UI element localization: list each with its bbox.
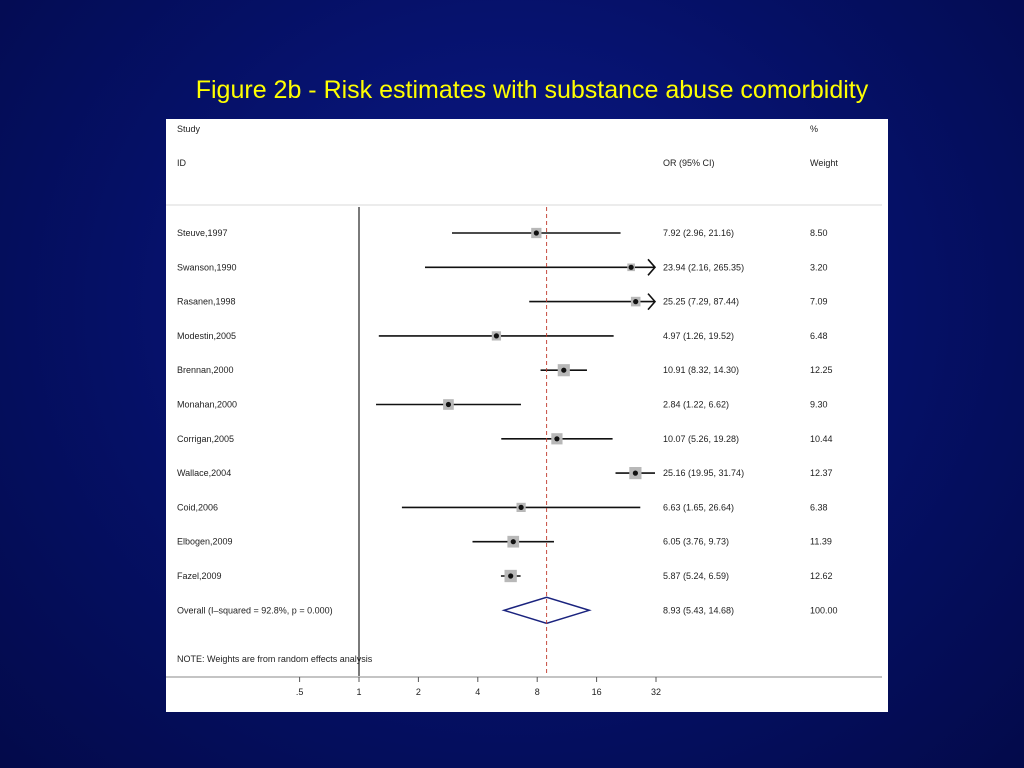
overall-or-ci-value: 8.93 (5.43, 14.68) [663, 605, 734, 615]
weight-value: 12.37 [810, 468, 833, 478]
forest-plot: Study ID OR (95% CI) % Weight Steuve,199… [166, 124, 882, 697]
point-estimate [633, 299, 639, 305]
or-ci-value: 7.92 (2.96, 21.16) [663, 228, 734, 238]
study-row: Steuve,1997 7.92 (2.96, 21.16) 8.50 [177, 227, 828, 239]
study-row: Corrigan,2005 10.07 (5.26, 19.28) 10.44 [177, 433, 833, 445]
point-estimate [508, 573, 514, 579]
header-id: ID [177, 158, 187, 168]
study-label: Monahan,2000 [177, 400, 237, 410]
or-ci-value: 10.91 (8.32, 14.30) [663, 365, 739, 375]
point-estimate [533, 230, 539, 236]
or-ci-value: 4.97 (1.26, 19.52) [663, 331, 734, 341]
study-label: Steuve,1997 [177, 228, 228, 238]
axis-tick-label: 8 [535, 687, 540, 697]
forest-plot-panel: Study ID OR (95% CI) % Weight Steuve,199… [166, 119, 888, 712]
study-row: Modestin,2005 4.97 (1.26, 19.52) 6.48 [177, 331, 828, 341]
axis-tick-label: .5 [296, 687, 304, 697]
axis-tick-label: 1 [356, 687, 361, 697]
overall-label: Overall (I–squared = 92.8%, p = 0.000) [177, 605, 333, 615]
or-ci-value: 25.25 (7.29, 87.44) [663, 297, 739, 307]
x-axis: .5 1 2 4 8 16 32 [166, 676, 882, 697]
study-row: Rasanen,1998 25.25 (7.29, 87.44) 7.09 [177, 293, 828, 311]
or-ci-value: 6.05 (3.76, 9.73) [663, 537, 729, 547]
point-estimate [518, 504, 524, 510]
or-ci-value: 5.87 (5.24, 6.59) [663, 571, 729, 581]
axis-tick-label: 32 [651, 687, 661, 697]
weight-value: 12.25 [810, 365, 833, 375]
study-row: Brennan,2000 10.91 (8.32, 14.30) 12.25 [177, 364, 833, 377]
study-label: Brennan,2000 [177, 365, 234, 375]
header-study: Study [177, 124, 201, 134]
point-estimate [493, 333, 500, 339]
study-label: Coid,2006 [177, 502, 218, 512]
slide-title: Figure 2b - Risk estimates with substanc… [195, 76, 869, 104]
overall-diamond [501, 596, 592, 625]
overall-weight-value: 100.00 [810, 605, 838, 615]
point-estimate [554, 436, 560, 442]
point-estimate [561, 367, 567, 373]
weight-value: 7.09 [810, 297, 828, 307]
study-row: Coid,2006 6.63 (1.65, 26.64) 6.38 [177, 502, 828, 512]
axis-tick-label: 2 [416, 687, 421, 697]
weight-value: 6.48 [810, 331, 828, 341]
overall-row: Overall (I–squared = 92.8%, p = 0.000) 8.… [177, 596, 838, 625]
or-ci-value: 25.16 (19.95, 31.74) [663, 468, 744, 478]
or-ci-value: 23.94 (2.16, 265.35) [663, 262, 744, 272]
study-label: Corrigan,2005 [177, 434, 234, 444]
weight-value: 12.62 [810, 571, 833, 581]
point-estimate [632, 470, 638, 476]
study-row: Swanson,1990 23.94 (2.16, 265.35) 3.20 [177, 258, 828, 276]
weights-note: NOTE: Weights are from random effects an… [177, 654, 373, 664]
header-or-ci: OR (95% CI) [663, 158, 715, 168]
study-label: Rasanen,1998 [177, 297, 236, 307]
header-weight-percent: % [810, 124, 818, 134]
weight-value: 6.38 [810, 502, 828, 512]
point-estimate [628, 264, 634, 270]
study-label: Wallace,2004 [177, 468, 231, 478]
or-ci-value: 2.84 (1.22, 6.62) [663, 400, 729, 410]
study-row: Fazel,2009 5.87 (5.24, 6.59) 12.62 [177, 569, 833, 583]
point-estimate [510, 539, 516, 545]
or-ci-value: 6.63 (1.65, 26.64) [663, 502, 734, 512]
weight-value: 3.20 [810, 262, 828, 272]
study-label: Modestin,2005 [177, 331, 236, 341]
point-estimate [445, 401, 452, 408]
plot-header: Study ID OR (95% CI) % Weight [166, 124, 882, 206]
weight-value: 11.39 [810, 537, 832, 547]
study-label: Fazel,2009 [177, 571, 222, 581]
header-weight: Weight [810, 158, 838, 168]
study-label: Swanson,1990 [177, 262, 237, 272]
weight-value: 8.50 [810, 228, 828, 238]
axis-tick-label: 16 [592, 687, 602, 697]
ci-arrow [647, 258, 657, 276]
study-row: Wallace,2004 25.16 (19.95, 31.74) 12.37 [177, 467, 833, 480]
study-row: Elbogen,2009 6.05 (3.76, 9.73) 11.39 [177, 535, 832, 548]
weight-value: 10.44 [810, 434, 833, 444]
axis-tick-label: 4 [475, 687, 480, 697]
study-rows: Steuve,1997 7.92 (2.96, 21.16) 8.50 Swanson… [177, 227, 838, 625]
study-row: Monahan,2000 2.84 (1.22, 6.62) 9.30 [177, 399, 828, 410]
ci-arrow [647, 293, 657, 311]
study-label: Elbogen,2009 [177, 537, 233, 547]
or-ci-value: 10.07 (5.26, 19.28) [663, 434, 739, 444]
weight-value: 9.30 [810, 400, 828, 410]
